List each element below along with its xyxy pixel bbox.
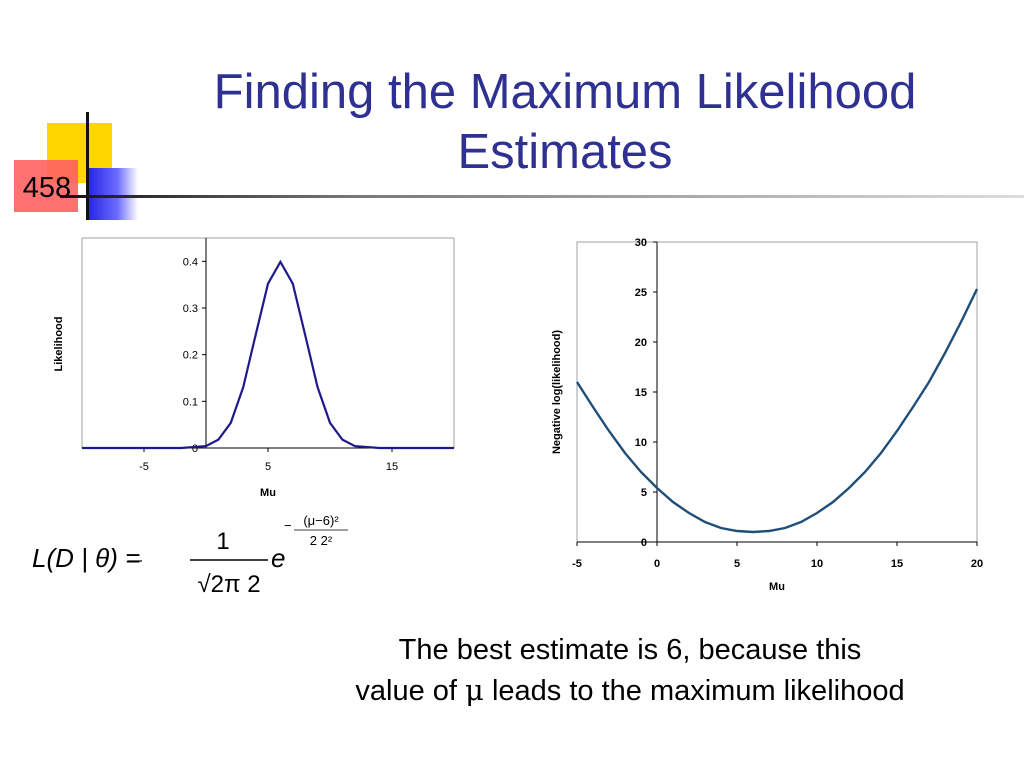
likelihood-curve bbox=[82, 259, 454, 450]
neg-log-likelihood-x-tick-label: -5 bbox=[572, 558, 582, 570]
neg-log-likelihood-y-tick-label: 0 bbox=[641, 537, 647, 549]
slide-title: Finding the Maximum Likelihood Estimates bbox=[150, 62, 980, 182]
likelihood-formula: L(D | θ) = 1 √2π 2 e − (μ−6)² 2 2² bbox=[32, 513, 348, 598]
neg-log-likelihood-x-tick-label: 5 bbox=[734, 558, 740, 570]
slide-title-line-2: Estimates bbox=[457, 125, 673, 179]
formula-base-e: e bbox=[271, 543, 285, 573]
formula-exponent-denominator: 2 2² bbox=[310, 533, 333, 548]
formula-exponent-numerator: (μ−6)² bbox=[303, 513, 339, 528]
formula-numerator: 1 bbox=[216, 528, 229, 555]
conclusion-line-1: The best estimate is 6, because this bbox=[398, 634, 862, 666]
neg-log-likelihood-y-tick-label: 5 bbox=[641, 487, 647, 499]
conclusion-line-2-end: leads to the maximum likelihood bbox=[483, 675, 905, 707]
likelihood-x-tick-label: 15 bbox=[386, 461, 398, 473]
likelihood-y-tick-label: 0.3 bbox=[183, 303, 198, 315]
formula-exponent-sign: − bbox=[284, 518, 292, 533]
likelihood-x-tick-label: 5 bbox=[265, 461, 271, 473]
likelihood-y-axis-label: Likelihood bbox=[53, 317, 65, 372]
conclusion-line-2: value of μ leads to the maximum likeliho… bbox=[290, 670, 970, 711]
neg-log-likelihood-y-tick-label: 15 bbox=[635, 387, 647, 399]
neg-log-likelihood-plot-area bbox=[576, 241, 978, 543]
conclusion-text: The best estimate is 6, because this val… bbox=[290, 630, 970, 711]
formula-lhs: L(D | θ) = bbox=[32, 543, 140, 573]
neg-log-likelihood-x-tick-label: 0 bbox=[654, 558, 660, 570]
decor-red-square bbox=[14, 160, 78, 212]
decor-vertical-line bbox=[86, 112, 89, 220]
likelihood-x-axis-label: Mu bbox=[260, 487, 276, 499]
neg-log-likelihood-axes bbox=[576, 241, 978, 546]
formula-denominator: √2π 2 bbox=[197, 571, 260, 598]
likelihood-y-tick-label: 0.1 bbox=[183, 396, 198, 408]
decor-blue-square bbox=[86, 168, 138, 220]
neg-log-likelihood-chart: 0 5 10 15 20 25 30 -5 0 5 10 15 20 Mu Negative log(l… bbox=[551, 237, 983, 593]
neg-log-likelihood-x-tick-label: 15 bbox=[891, 558, 903, 570]
likelihood-y-tick-label: 0.2 bbox=[183, 350, 198, 362]
neg-log-likelihood-x-axis-label: Mu bbox=[769, 581, 785, 593]
decor-horizontal-line bbox=[60, 195, 1024, 198]
likelihood-tick-labels: 0 0.1 0.2 0.3 0.4 -5 5 15 bbox=[139, 256, 398, 473]
neg-log-likelihood-tick-labels: 0 5 10 15 20 25 30 -5 0 5 10 15 20 bbox=[572, 237, 983, 570]
likelihood-plot-area bbox=[81, 237, 455, 449]
likelihood-y-tick-label: 0 bbox=[192, 443, 198, 455]
neg-log-likelihood-curve bbox=[575, 288, 979, 534]
slide-title-line-1: Finding the Maximum Likelihood bbox=[213, 65, 917, 119]
neg-log-likelihood-x-tick-label: 10 bbox=[811, 558, 823, 570]
neg-log-likelihood-y-tick-label: 25 bbox=[635, 287, 647, 299]
likelihood-chart: 0 0.1 0.2 0.3 0.4 -5 5 15 Mu Likelihood bbox=[53, 237, 455, 499]
likelihood-y-tick-label: 0.4 bbox=[183, 256, 198, 268]
slide-number: 458 bbox=[22, 172, 72, 204]
neg-log-likelihood-y-tick-label: 20 bbox=[635, 337, 647, 349]
neg-log-likelihood-x-tick-label: 20 bbox=[971, 558, 983, 570]
neg-log-likelihood-y-axis-label: Negative log(likelihood) bbox=[551, 330, 563, 454]
mu-symbol: μ bbox=[465, 673, 484, 707]
conclusion-line-2-start: value of bbox=[355, 675, 466, 707]
neg-log-likelihood-y-tick-label: 10 bbox=[635, 437, 647, 449]
likelihood-x-tick-label: -5 bbox=[139, 461, 149, 473]
neg-log-likelihood-y-tick-label: 30 bbox=[635, 237, 647, 249]
